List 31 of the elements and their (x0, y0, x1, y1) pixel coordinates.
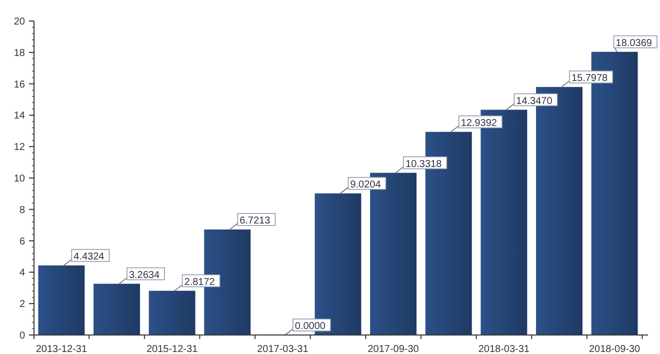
data-label: 0.0000 (294, 321, 326, 332)
x-tick-label: 2013-12-31 (36, 344, 88, 354)
y-tick-label: 18 (14, 48, 26, 59)
y-tick-label: 12 (14, 142, 26, 154)
data-label: 18.0369 (616, 38, 652, 49)
bar (148, 290, 196, 335)
y-tick-label: 20 (14, 16, 26, 28)
data-label: 12.9392 (460, 118, 498, 129)
data-label: 2.8172 (184, 276, 216, 288)
data-label: 15.7978 (571, 72, 608, 84)
data-label: 10.3318 (406, 158, 442, 170)
data-label: 3.2634 (128, 270, 160, 281)
bar (38, 265, 85, 335)
x-tick-label: 2018-09-30 (588, 344, 641, 354)
y-tick-label: 8 (19, 204, 26, 216)
y-tick-label: 4 (19, 268, 26, 279)
data-label: 6.7213 (240, 215, 271, 226)
y-tick-label: 0 (19, 330, 26, 342)
x-tick-label: 2017-09-30 (368, 344, 420, 354)
data-label: 4.4324 (74, 251, 105, 262)
y-tick-label: 6 (19, 236, 26, 248)
data-label: 9.0204 (350, 179, 382, 190)
x-tick-label: 2018-03-31 (478, 344, 530, 354)
data-label: 14.3470 (516, 96, 553, 107)
x-tick-label: 2017-03-31 (257, 344, 309, 354)
x-tick-label: 2015-12-31 (146, 344, 198, 354)
y-tick-label: 2 (19, 299, 26, 310)
y-tick-label: 16 (14, 79, 26, 90)
y-tick-label: 10 (14, 174, 26, 184)
y-tick-label: 14 (14, 110, 26, 122)
bar (94, 284, 140, 335)
